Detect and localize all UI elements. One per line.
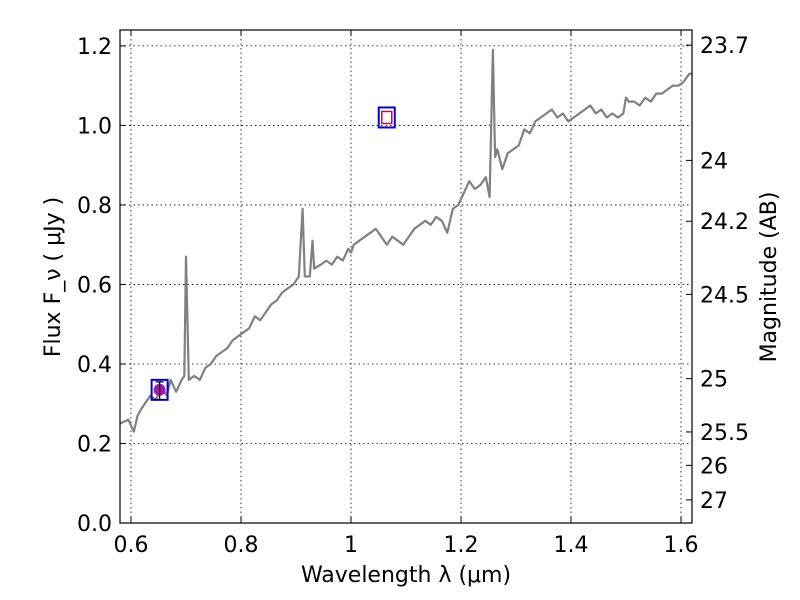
magnitude-tick-label: 24.2 <box>700 210 749 235</box>
y-axis-label: Flux F_ν ( μJy ) <box>41 197 66 357</box>
x-tick-label: 1.4 <box>554 533 589 558</box>
tick-labels: 0.6 0.8 1 1.2 1.4 1.6 0.0 0.2 0.4 0.6 0.8 1.0 1.2 23.… <box>77 34 749 558</box>
x-tick-label: 1.2 <box>444 533 479 558</box>
magnitude-tick-label: 24.5 <box>700 283 749 308</box>
y-tick-label: 0.8 <box>77 194 112 219</box>
x-tick-label: 1.6 <box>664 533 699 558</box>
series-layer <box>119 48 692 433</box>
x-axis-label: Wavelength λ (μm) <box>301 563 511 588</box>
y-tick-label: 0.6 <box>77 273 112 298</box>
magnitude-tick-label: 27 <box>700 489 728 514</box>
y-tick-label: 0.0 <box>77 512 112 537</box>
photometry-inner-box <box>381 110 393 125</box>
x-tick-label: 1 <box>344 533 358 558</box>
magnitude-tick-label: 26 <box>700 454 728 479</box>
y-tick-label: 0.4 <box>77 353 112 378</box>
x-tick-label: 0.8 <box>224 533 259 558</box>
magnitude-tick-label: 25.5 <box>700 421 749 446</box>
magnitude-tick-label: 23.7 <box>700 34 749 59</box>
plot-frame <box>119 29 693 524</box>
ticks <box>120 30 692 524</box>
magnitude-axis-label: Magnitude (AB) <box>757 192 782 363</box>
y-tick-label: 1.0 <box>77 114 112 139</box>
y-tick-label: 1.2 <box>77 35 112 60</box>
y-tick-label: 0.2 <box>77 432 112 457</box>
photometry-box <box>377 106 396 129</box>
spectrum-line <box>119 48 692 433</box>
magnitude-tick-label: 24 <box>700 149 728 174</box>
magnitude-tick-label: 25 <box>700 368 728 393</box>
x-tick-label: 0.6 <box>114 533 149 558</box>
grid <box>120 30 692 524</box>
photometry-markers <box>150 106 396 401</box>
